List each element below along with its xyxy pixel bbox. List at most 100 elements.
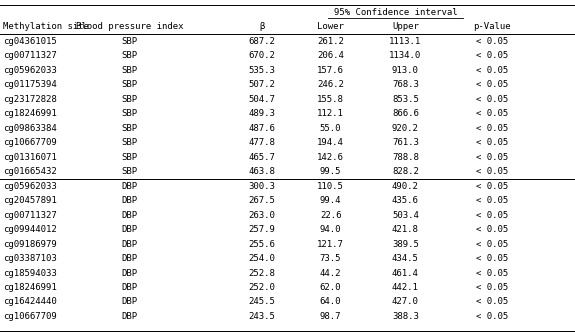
- Text: DBP: DBP: [121, 181, 137, 191]
- Text: 913.0: 913.0: [392, 66, 419, 75]
- Text: 252.0: 252.0: [248, 283, 275, 292]
- Text: 463.8: 463.8: [248, 167, 275, 176]
- Text: p-Value: p-Value: [473, 22, 511, 31]
- Text: SBP: SBP: [121, 124, 137, 133]
- Text: SBP: SBP: [121, 66, 137, 75]
- Text: cg04361015: cg04361015: [3, 37, 56, 46]
- Text: < 0.05: < 0.05: [476, 211, 508, 220]
- Text: 64.0: 64.0: [320, 297, 342, 306]
- Text: 866.6: 866.6: [392, 109, 419, 118]
- Text: DBP: DBP: [121, 225, 137, 234]
- Text: 687.2: 687.2: [248, 37, 275, 46]
- Text: 121.7: 121.7: [317, 240, 344, 249]
- Text: 535.3: 535.3: [248, 66, 275, 75]
- Text: 99.4: 99.4: [320, 196, 342, 205]
- Text: 788.8: 788.8: [392, 153, 419, 162]
- Text: 99.5: 99.5: [320, 167, 342, 176]
- Text: 490.2: 490.2: [392, 181, 419, 191]
- Text: 761.3: 761.3: [392, 138, 419, 147]
- Text: 489.3: 489.3: [248, 109, 275, 118]
- Text: < 0.05: < 0.05: [476, 283, 508, 292]
- Text: cg03387103: cg03387103: [3, 254, 56, 263]
- Text: < 0.05: < 0.05: [476, 167, 508, 176]
- Text: 442.1: 442.1: [392, 283, 419, 292]
- Text: 55.0: 55.0: [320, 124, 342, 133]
- Text: Methylation site: Methylation site: [3, 22, 89, 31]
- Text: cg18246991: cg18246991: [3, 283, 56, 292]
- Text: Upper: Upper: [392, 22, 419, 31]
- Text: DBP: DBP: [121, 196, 137, 205]
- Text: Blood pressure index: Blood pressure index: [76, 22, 183, 31]
- Text: 98.7: 98.7: [320, 312, 342, 321]
- Text: β: β: [259, 22, 264, 31]
- Text: cg00711327: cg00711327: [3, 51, 56, 60]
- Text: cg09863384: cg09863384: [3, 124, 56, 133]
- Text: cg20457891: cg20457891: [3, 196, 56, 205]
- Text: SBP: SBP: [121, 138, 137, 147]
- Text: Lower: Lower: [317, 22, 344, 31]
- Text: 434.5: 434.5: [392, 254, 419, 263]
- Text: SBP: SBP: [121, 95, 137, 104]
- Text: DBP: DBP: [121, 268, 137, 278]
- Text: cg09186979: cg09186979: [3, 240, 56, 249]
- Text: 853.5: 853.5: [392, 95, 419, 104]
- Text: cg01665432: cg01665432: [3, 167, 56, 176]
- Text: 206.4: 206.4: [317, 51, 344, 60]
- Text: SBP: SBP: [121, 37, 137, 46]
- Text: 427.0: 427.0: [392, 297, 419, 306]
- Text: DBP: DBP: [121, 297, 137, 306]
- Text: 157.6: 157.6: [317, 66, 344, 75]
- Text: 155.8: 155.8: [317, 95, 344, 104]
- Text: 435.6: 435.6: [392, 196, 419, 205]
- Text: 261.2: 261.2: [317, 37, 344, 46]
- Text: DBP: DBP: [121, 254, 137, 263]
- Text: < 0.05: < 0.05: [476, 196, 508, 205]
- Text: < 0.05: < 0.05: [476, 95, 508, 104]
- Text: 300.3: 300.3: [248, 181, 275, 191]
- Text: DBP: DBP: [121, 283, 137, 292]
- Text: SBP: SBP: [121, 80, 137, 89]
- Text: cg00711327: cg00711327: [3, 211, 56, 220]
- Text: 461.4: 461.4: [392, 268, 419, 278]
- Text: SBP: SBP: [121, 51, 137, 60]
- Text: < 0.05: < 0.05: [476, 51, 508, 60]
- Text: 73.5: 73.5: [320, 254, 342, 263]
- Text: cg05962033: cg05962033: [3, 181, 56, 191]
- Text: < 0.05: < 0.05: [476, 312, 508, 321]
- Text: < 0.05: < 0.05: [476, 181, 508, 191]
- Text: 477.8: 477.8: [248, 138, 275, 147]
- Text: 110.5: 110.5: [317, 181, 344, 191]
- Text: 94.0: 94.0: [320, 225, 342, 234]
- Text: 389.5: 389.5: [392, 240, 419, 249]
- Text: 487.6: 487.6: [248, 124, 275, 133]
- Text: 421.8: 421.8: [392, 225, 419, 234]
- Text: < 0.05: < 0.05: [476, 254, 508, 263]
- Text: 255.6: 255.6: [248, 240, 275, 249]
- Text: cg18246991: cg18246991: [3, 109, 56, 118]
- Text: 263.0: 263.0: [248, 211, 275, 220]
- Text: 507.2: 507.2: [248, 80, 275, 89]
- Text: 194.4: 194.4: [317, 138, 344, 147]
- Text: 112.1: 112.1: [317, 109, 344, 118]
- Text: 1134.0: 1134.0: [389, 51, 421, 60]
- Text: 62.0: 62.0: [320, 283, 342, 292]
- Text: < 0.05: < 0.05: [476, 80, 508, 89]
- Text: < 0.05: < 0.05: [476, 37, 508, 46]
- Text: < 0.05: < 0.05: [476, 109, 508, 118]
- Text: 920.2: 920.2: [392, 124, 419, 133]
- Text: cg01175394: cg01175394: [3, 80, 56, 89]
- Text: 252.8: 252.8: [248, 268, 275, 278]
- Text: < 0.05: < 0.05: [476, 124, 508, 133]
- Text: 828.2: 828.2: [392, 167, 419, 176]
- Text: < 0.05: < 0.05: [476, 138, 508, 147]
- Text: DBP: DBP: [121, 240, 137, 249]
- Text: 142.6: 142.6: [317, 153, 344, 162]
- Text: 1113.1: 1113.1: [389, 37, 421, 46]
- Text: 44.2: 44.2: [320, 268, 342, 278]
- Text: < 0.05: < 0.05: [476, 66, 508, 75]
- Text: 254.0: 254.0: [248, 254, 275, 263]
- Text: 243.5: 243.5: [248, 312, 275, 321]
- Text: 245.5: 245.5: [248, 297, 275, 306]
- Text: cg10667709: cg10667709: [3, 138, 56, 147]
- Text: cg01316071: cg01316071: [3, 153, 56, 162]
